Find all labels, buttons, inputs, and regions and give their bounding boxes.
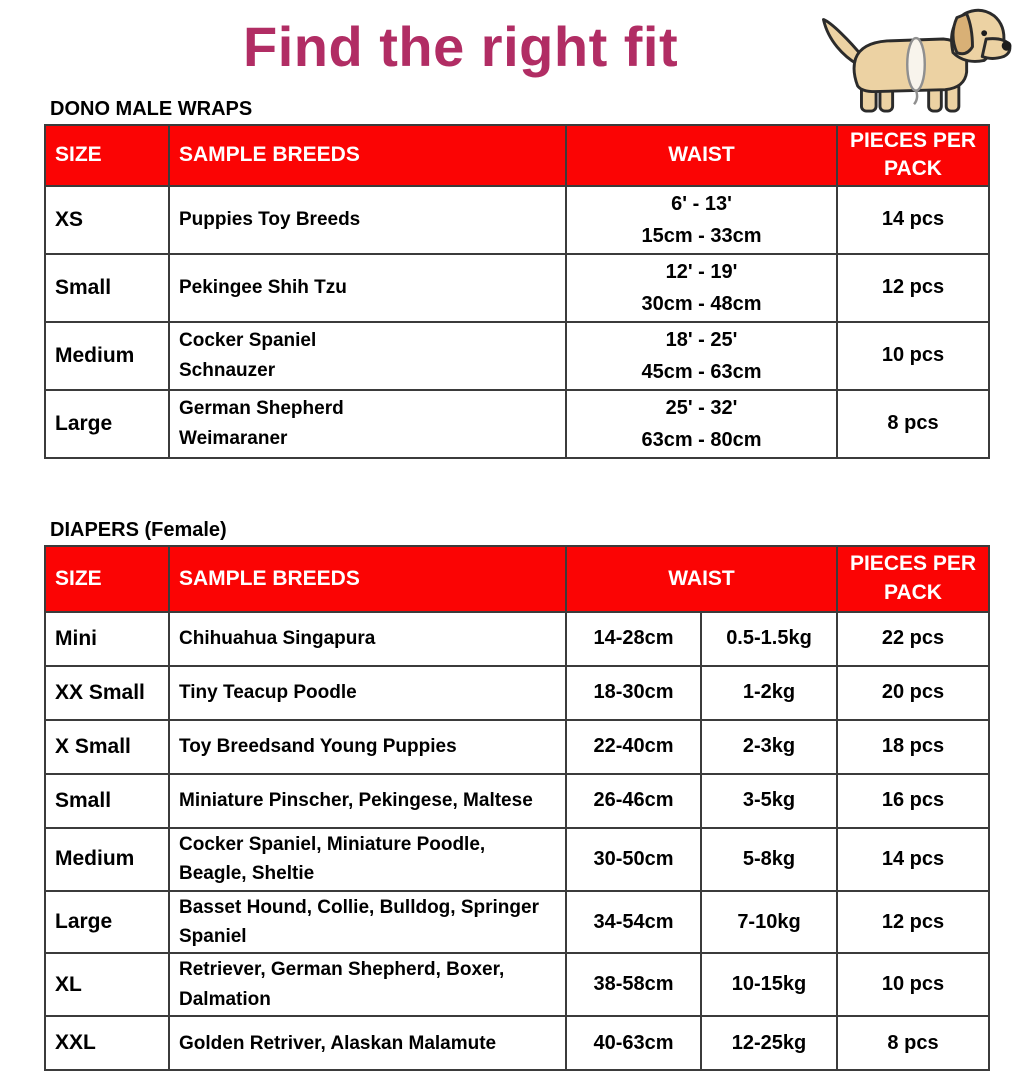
female-diapers-table: SIZE SAMPLE BREEDS WAIST PIECES PER PACK… [44,544,990,1071]
pieces-cell: 10 pcs [836,320,990,391]
breeds-cell: Cocker Spaniel, Miniature Poodle, Beagle… [168,826,567,892]
col-header-size: SIZE [44,544,170,613]
breeds-cell: Toy Breedsand Young Puppies [168,718,567,775]
pieces-cell: 12 pcs [836,252,990,323]
col-header-pieces: PIECES PER PACK [836,544,990,613]
pieces-cell: 16 pcs [836,772,990,829]
pieces-cell: 10 pcs [836,952,990,1018]
pieces-cell: 18 pcs [836,718,990,775]
pieces-cell: 12 pcs [836,889,990,955]
waist-cm-cell: 38-58cm [565,952,702,1018]
weight-cell: 7-10kg [700,889,838,955]
size-cell: Medium [44,826,170,892]
size-cell: XL [44,952,170,1018]
col-header-size: SIZE [44,124,170,187]
waist-cm-cell: 30-50cm [565,826,702,892]
table-row: Large Basset Hound, Collie, Bulldog, Spr… [44,889,990,955]
table1-header-row: SIZE SAMPLE BREEDS WAIST PIECES PER PACK [44,124,990,187]
waist-cm-cell: 18-30cm [565,664,702,721]
breeds-cell: Retriever, German Shepherd, Boxer, Dalma… [168,952,567,1018]
weight-cell: 1-2kg [700,664,838,721]
pieces-cell: 14 pcs [836,184,990,255]
waist-cm-cell: 26-46cm [565,772,702,829]
measuring-tape-icon [906,36,926,106]
waist-cm-cell: 22-40cm [565,718,702,775]
col-header-waist: WAIST [565,124,838,187]
weight-cell: 10-15kg [700,952,838,1018]
dog-illustration [818,2,1014,114]
waist-cell: 12' - 19' 30cm - 48cm [565,252,838,323]
waist-cell: 18' - 25' 45cm - 63cm [565,320,838,391]
size-cell: XXL [44,1015,170,1071]
breeds-cell: Cocker Spaniel Schnauzer [168,320,567,391]
dog-with-measuring-tape-icon [822,8,1012,113]
weight-cell: 12-25kg [700,1015,838,1071]
table-row: Small Miniature Pinscher, Pekingese, Mal… [44,772,990,829]
breeds-cell: Tiny Teacup Poodle [168,664,567,721]
size-cell: Large [44,388,170,459]
waist-cell: 25' - 32' 63cm - 80cm [565,388,838,459]
breeds-cell: Pekingee Shih Tzu [168,252,567,323]
table1-caption: DONO MALE WRAPS [50,98,253,120]
size-cell: Mini [44,610,170,667]
size-cell: XS [44,184,170,255]
weight-cell: 2-3kg [700,718,838,775]
waist-cm-cell: 40-63cm [565,1015,702,1071]
table-row: XL Retriever, German Shepherd, Boxer, Da… [44,952,990,1018]
size-cell: XX Small [44,664,170,721]
breeds-cell: Basset Hound, Collie, Bulldog, Springer … [168,889,567,955]
col-header-pieces: PIECES PER PACK [836,124,990,187]
table-row: XXL Golden Retriver, Alaskan Malamute 40… [44,1015,990,1071]
table-row: Medium Cocker Spaniel, Miniature Poodle,… [44,826,990,892]
col-header-waist: WAIST [565,544,838,613]
table-row: X Small Toy Breedsand Young Puppies 22-4… [44,718,990,775]
weight-cell: 3-5kg [700,772,838,829]
pieces-cell: 8 pcs [836,1015,990,1071]
table-row: Mini Chihuahua Singapura 14-28cm 0.5-1.5… [44,610,990,667]
waist-cell: 6' - 13' 15cm - 33cm [565,184,838,255]
male-wraps-table: SIZE SAMPLE BREEDS WAIST PIECES PER PACK… [44,124,990,459]
breeds-cell: Puppies Toy Breeds [168,184,567,255]
breeds-cell: Golden Retriver, Alaskan Malamute [168,1015,567,1071]
weight-cell: 0.5-1.5kg [700,610,838,667]
col-header-breeds: SAMPLE BREEDS [168,124,567,187]
table-row: XS Puppies Toy Breeds 6' - 13' 15cm - 33… [44,184,990,255]
pieces-cell: 14 pcs [836,826,990,892]
col-header-breeds: SAMPLE BREEDS [168,544,567,613]
size-cell: Large [44,889,170,955]
waist-cm-cell: 14-28cm [565,610,702,667]
pieces-cell: 22 pcs [836,610,990,667]
table2-caption: DIAPERS (Female) [50,518,227,541]
table-row: Large German Shepherd Weimaraner 25' - 3… [44,388,990,459]
size-cell: X Small [44,718,170,775]
table-row: Small Pekingee Shih Tzu 12' - 19' 30cm -… [44,252,990,323]
weight-cell: 5-8kg [700,826,838,892]
breeds-cell: Miniature Pinscher, Pekingese, Maltese [168,772,567,829]
size-cell: Small [44,252,170,323]
page-title: Find the right fit [243,15,679,78]
pieces-cell: 8 pcs [836,388,990,459]
table-row: XX Small Tiny Teacup Poodle 18-30cm 1-2k… [44,664,990,721]
breeds-cell: German Shepherd Weimaraner [168,388,567,459]
size-cell: Small [44,772,170,829]
breeds-cell: Chihuahua Singapura [168,610,567,667]
hero-header: Find the right fit [0,0,1024,113]
table2-header-row: SIZE SAMPLE BREEDS WAIST PIECES PER PACK [44,544,990,613]
table-row: Medium Cocker Spaniel Schnauzer 18' - 25… [44,320,990,391]
pieces-cell: 20 pcs [836,664,990,721]
size-cell: Medium [44,320,170,391]
waist-cm-cell: 34-54cm [565,889,702,955]
